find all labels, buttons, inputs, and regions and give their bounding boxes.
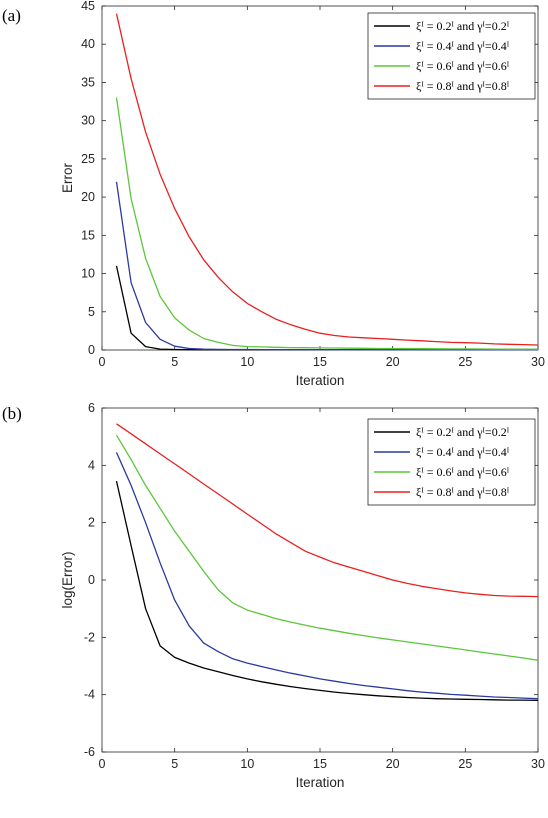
y-tick-label: -2 — [84, 630, 95, 644]
x-tick-label: 5 — [171, 757, 178, 771]
y-tick-label: 35 — [81, 75, 95, 89]
y-tick-label: 30 — [81, 114, 95, 128]
series-line-3 — [115, 97, 538, 350]
x-tick-label: 25 — [458, 757, 472, 771]
x-axis-label: Iteration — [296, 775, 345, 790]
y-tick-label: 4 — [88, 458, 95, 472]
x-tick-label: 0 — [99, 355, 106, 369]
x-tick-label: 20 — [386, 757, 400, 771]
y-tick-label: 20 — [81, 190, 95, 204]
x-tick-label: 15 — [313, 355, 327, 369]
series-line-2 — [115, 181, 538, 351]
x-tick-label: 20 — [386, 355, 400, 369]
y-tick-label: 2 — [88, 516, 95, 530]
y-tick-label: 25 — [81, 152, 95, 166]
series-line-4 — [116, 423, 539, 598]
y-axis-label: Error — [60, 162, 75, 193]
chart-b: 0 5 10 15 20 25 30 -6 -4 -2 0 2 4 6 Iteration log(Error… — [60, 401, 545, 790]
x-tick-label: 30 — [531, 757, 545, 771]
x-tick-label: 0 — [99, 757, 106, 771]
y-tick-label: 10 — [81, 267, 95, 281]
panel-label-a: (a) — [2, 6, 21, 25]
x-axis-label: Iteration — [296, 373, 345, 388]
y-tick-label: 5 — [88, 305, 95, 319]
legend: ξᴵ = 0.2ᴵ and γᴵ=0.2ᴵ ξᴵ = 0.4ᴵ and γᴵ=0.… — [367, 418, 536, 506]
legend-label-1: ξᴵ = 0.2ᴵ and γᴵ=0.2ᴵ — [416, 19, 510, 33]
series-line-2 — [115, 452, 539, 700]
x-tick-label: 5 — [171, 355, 178, 369]
legend-label-2: ξᴵ = 0.4ᴵ and γᴵ=0.4ᴵ — [416, 39, 510, 53]
y-tick-label: 15 — [81, 228, 95, 242]
series-line-4 — [115, 13, 539, 346]
legend-box — [367, 418, 536, 506]
y-tick-label: -4 — [84, 688, 95, 702]
y-tick-label: 6 — [88, 401, 95, 415]
y-axis-label: log(Error) — [60, 551, 75, 608]
x-tick-label: 30 — [531, 355, 545, 369]
legend-box — [367, 12, 536, 100]
y-tick-label: 45 — [81, 0, 95, 13]
x-tick-label: 10 — [240, 757, 254, 771]
y-tick-label: 0 — [88, 343, 95, 357]
panel-label-b: (b) — [2, 404, 22, 423]
y-tick-label: 0 — [88, 573, 95, 587]
x-tick-label: 10 — [240, 355, 254, 369]
y-tick-label: 40 — [81, 37, 95, 51]
legend-label-4: ξᴵ = 0.8ᴵ and γᴵ=0.8ᴵ — [416, 79, 510, 93]
legend-label-2: ξᴵ = 0.4ᴵ and γᴵ=0.4ᴵ — [416, 445, 510, 459]
legend-label-4: ξᴵ = 0.8ᴵ and γᴵ=0.8ᴵ — [416, 485, 510, 499]
x-tick-label: 15 — [313, 757, 327, 771]
legend-label-1: ξᴵ = 0.2ᴵ and γᴵ=0.2ᴵ — [416, 425, 510, 439]
chart-a: 0 5 10 15 20 25 30 0 5 10 15 20 25 30 35 40 45 Iteration E… — [60, 0, 545, 388]
series-line-3 — [115, 434, 539, 661]
legend-label-3: ξᴵ = 0.6ᴵ and γᴵ=0.6ᴵ — [416, 59, 510, 73]
legend: ξᴵ = 0.2ᴵ and γᴵ=0.2ᴵ ξᴵ = 0.4ᴵ and γᴵ=0.… — [367, 12, 536, 100]
legend-label-3: ξᴵ = 0.6ᴵ and γᴵ=0.6ᴵ — [416, 465, 510, 479]
x-tick-label: 25 — [458, 355, 472, 369]
series-line-1 — [115, 480, 539, 702]
y-tick-label: -6 — [84, 745, 95, 759]
